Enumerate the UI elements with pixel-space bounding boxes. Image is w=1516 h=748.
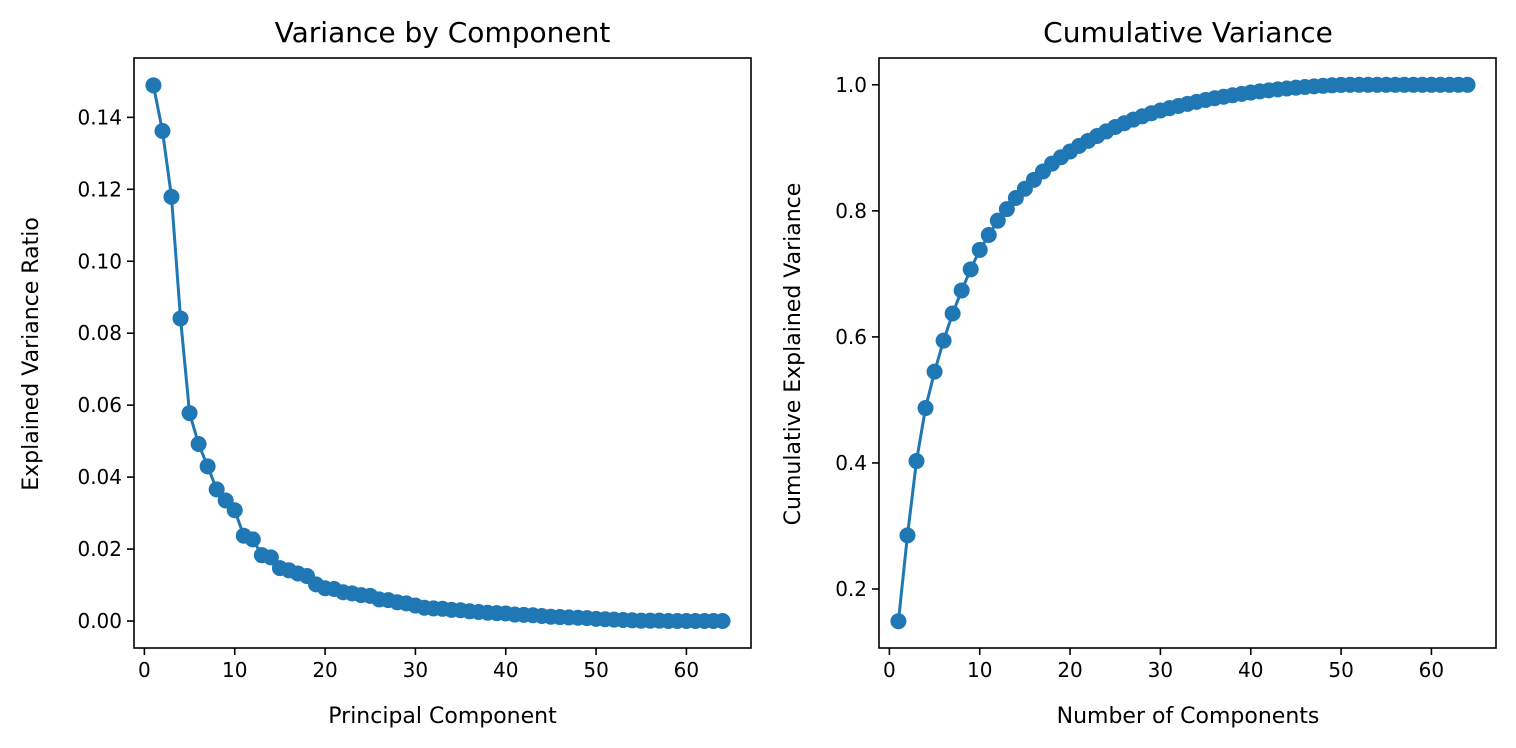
- data-point: [172, 310, 189, 327]
- data-point: [953, 282, 970, 299]
- x-tick-label: 60: [1419, 658, 1444, 682]
- cumulative-variance-series: [890, 76, 1476, 630]
- x-tick-label: 0: [883, 658, 896, 682]
- x-tick-label: 20: [312, 658, 337, 682]
- x-tick-label: 50: [583, 658, 608, 682]
- x-tick-label: 60: [674, 658, 699, 682]
- y-axis-label: Explained Variance Ratio: [19, 217, 44, 491]
- plot-frame: [878, 57, 1497, 649]
- data-point: [163, 188, 180, 205]
- x-tick-label: 30: [403, 658, 428, 682]
- x-tick-label: 10: [967, 658, 992, 682]
- x-axis-label: Number of Components: [1057, 704, 1320, 729]
- x-tick-label: 50: [1328, 658, 1353, 682]
- chart-title: Variance by Component: [275, 16, 611, 49]
- y-tick-label: 0.14: [77, 105, 122, 129]
- data-point: [998, 201, 1015, 218]
- data-point: [1459, 76, 1476, 93]
- y-tick-label: 0.04: [77, 465, 122, 489]
- y-tick-label: 0.12: [77, 177, 122, 201]
- y-tick-label: 0.00: [77, 609, 122, 633]
- data-point: [899, 527, 916, 544]
- data-point: [926, 363, 943, 380]
- data-point: [262, 549, 279, 566]
- y-tick-label: 0.06: [77, 393, 122, 417]
- x-tick-label: 10: [222, 658, 247, 682]
- y-tick-label: 1.0: [835, 73, 867, 97]
- x-tick-label: 0: [138, 658, 151, 682]
- chart-title: Cumulative Variance: [1043, 16, 1333, 49]
- data-point: [199, 458, 216, 475]
- explained-variance-series: [145, 77, 731, 630]
- data-point: [208, 481, 225, 498]
- y-tick-label: 0.6: [835, 325, 867, 349]
- axis-ticks: 0 10 20 30 40 50 60 0.2 0.4 0.6 0.8 1.0: [835, 73, 1444, 682]
- x-axis-label: Principal Component: [328, 704, 557, 729]
- data-point: [226, 502, 243, 519]
- x-tick-label: 20: [1057, 658, 1082, 682]
- data-point: [145, 77, 162, 94]
- data-point: [917, 400, 934, 417]
- data-point: [890, 613, 907, 630]
- data-point: [980, 226, 997, 243]
- y-tick-label: 0.4: [835, 451, 867, 475]
- variance-by-component-chart: Variance by Component Principal Componen…: [19, 16, 752, 729]
- data-point: [244, 531, 261, 548]
- axis-ticks: 0 10 20 30 40 50 60 0.00 0.02 0.04 0.06 0.08 0.10 0.1…: [77, 105, 699, 682]
- y-tick-label: 0.2: [835, 577, 867, 601]
- cumulative-variance-chart: Cumulative Variance Number of Components…: [781, 16, 1497, 729]
- data-point: [181, 405, 198, 422]
- data-point: [989, 212, 1006, 229]
- plot-frame: [133, 57, 752, 649]
- data-point: [935, 332, 952, 349]
- data-point: [944, 305, 961, 322]
- y-tick-label: 0.10: [77, 249, 122, 273]
- x-tick-label: 30: [1148, 658, 1173, 682]
- data-point: [908, 453, 925, 470]
- data-point: [154, 123, 171, 140]
- data-point: [962, 261, 979, 278]
- data-point: [190, 436, 207, 453]
- y-tick-label: 0.08: [77, 321, 122, 345]
- data-point: [971, 241, 988, 258]
- y-axis-label: Cumulative Explained Variance: [781, 183, 806, 526]
- y-tick-label: 0.8: [835, 199, 867, 223]
- data-point: [714, 613, 731, 630]
- x-tick-label: 40: [493, 658, 518, 682]
- x-tick-label: 40: [1238, 658, 1263, 682]
- y-tick-label: 0.02: [77, 537, 122, 561]
